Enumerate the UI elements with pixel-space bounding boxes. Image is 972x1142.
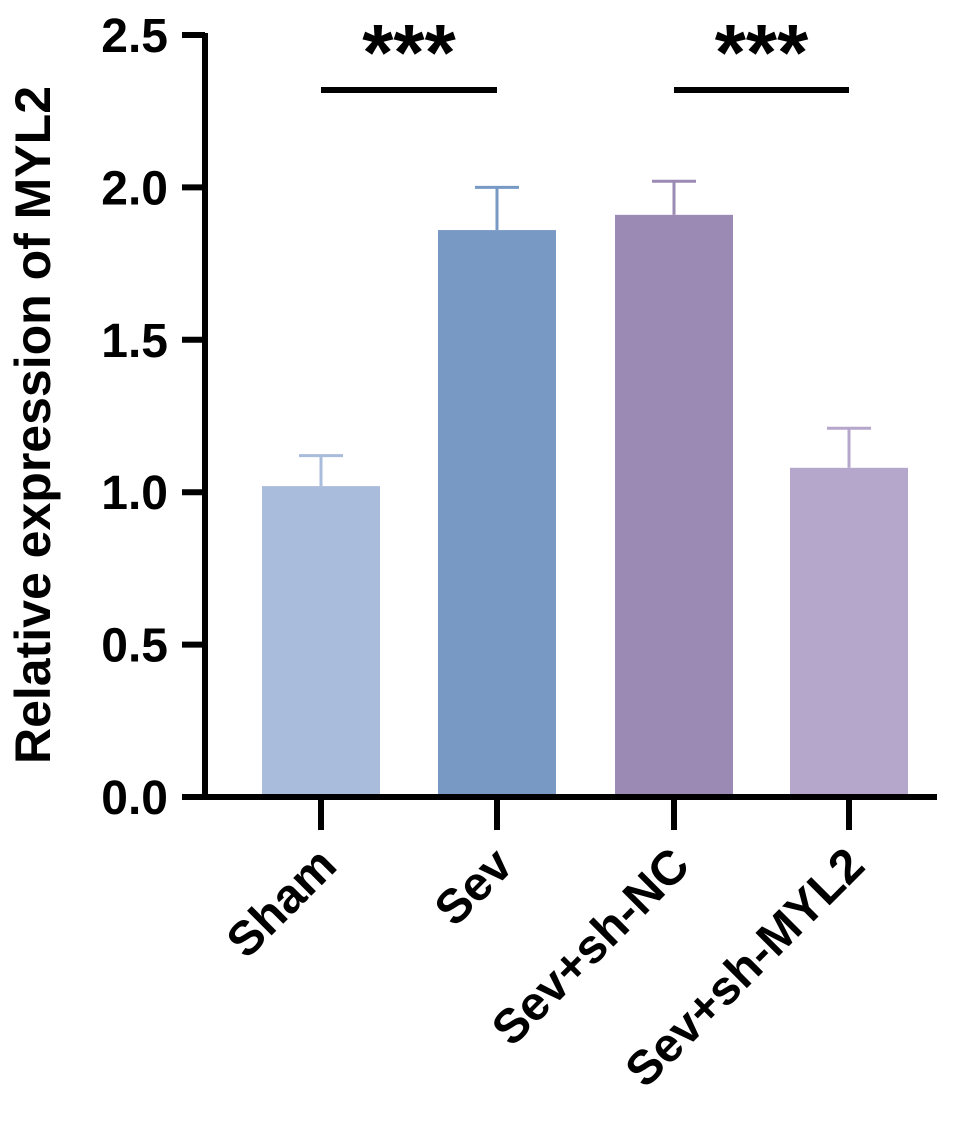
bar-sham	[262, 486, 380, 797]
significance-label: ***	[362, 8, 456, 97]
y-tick-label: 1.0	[101, 467, 168, 520]
y-tick-label: 0.5	[101, 620, 168, 673]
bar-sev-sh-nc	[615, 214, 733, 797]
x-tick-label: Sev	[425, 838, 523, 936]
x-tick-label: Sham	[217, 838, 347, 968]
y-tick-label: 1.5	[101, 315, 168, 368]
y-tick-label: 2.0	[101, 162, 168, 215]
y-tick-label: 0.0	[101, 772, 168, 825]
significance-label: ***	[715, 8, 809, 97]
y-tick-label: 2.5	[101, 10, 168, 63]
bar-sev-sh-myl2	[790, 467, 908, 797]
bar-sev	[438, 230, 556, 797]
y-axis-label: Relative expression of MYL2	[5, 86, 61, 764]
